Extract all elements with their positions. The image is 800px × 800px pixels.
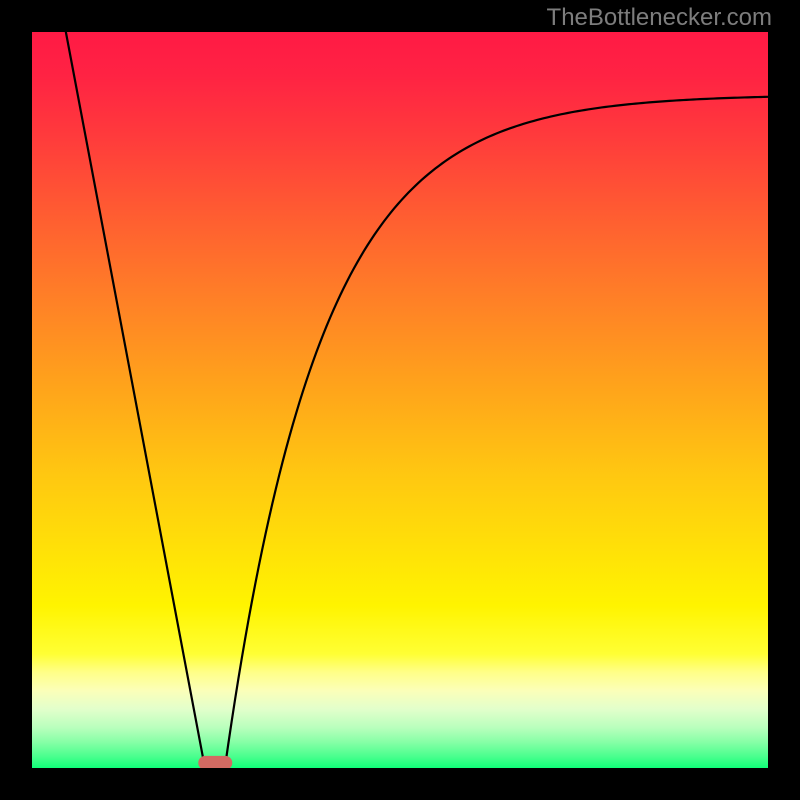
bottleneck-chart (0, 0, 800, 800)
frame-right (768, 0, 800, 800)
frame-bottom (0, 768, 800, 800)
gradient-background (32, 32, 768, 768)
frame-left (0, 0, 32, 800)
watermark-text: TheBottlenecker.com (547, 4, 772, 32)
